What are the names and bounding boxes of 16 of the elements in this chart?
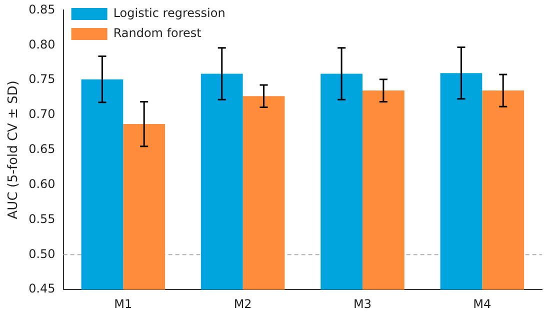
y-tick-label: 0.80 xyxy=(28,37,56,52)
y-tick-label: 0.60 xyxy=(28,176,56,191)
y-tick-label: 0.65 xyxy=(28,142,56,156)
y-tick-label: 0.85 xyxy=(28,2,56,16)
y-tick-label: 0.50 xyxy=(28,246,56,261)
y-tick-label: 0.70 xyxy=(28,107,56,122)
x-tick-label: M1 xyxy=(114,296,132,311)
legend-label: Random forest xyxy=(113,26,202,40)
y-tick-label: 0.45 xyxy=(28,282,56,296)
x-tick-label: M2 xyxy=(234,296,252,311)
x-tick-label: M3 xyxy=(353,296,372,311)
x-tick-label: M4 xyxy=(473,296,492,311)
y-tick-label: 0.55 xyxy=(28,212,56,226)
legend-label: Logistic regression xyxy=(113,6,226,20)
y-tick-label: 0.75 xyxy=(28,72,56,86)
y-axis-title: AUC (5-fold CV ± SD) xyxy=(6,80,22,220)
